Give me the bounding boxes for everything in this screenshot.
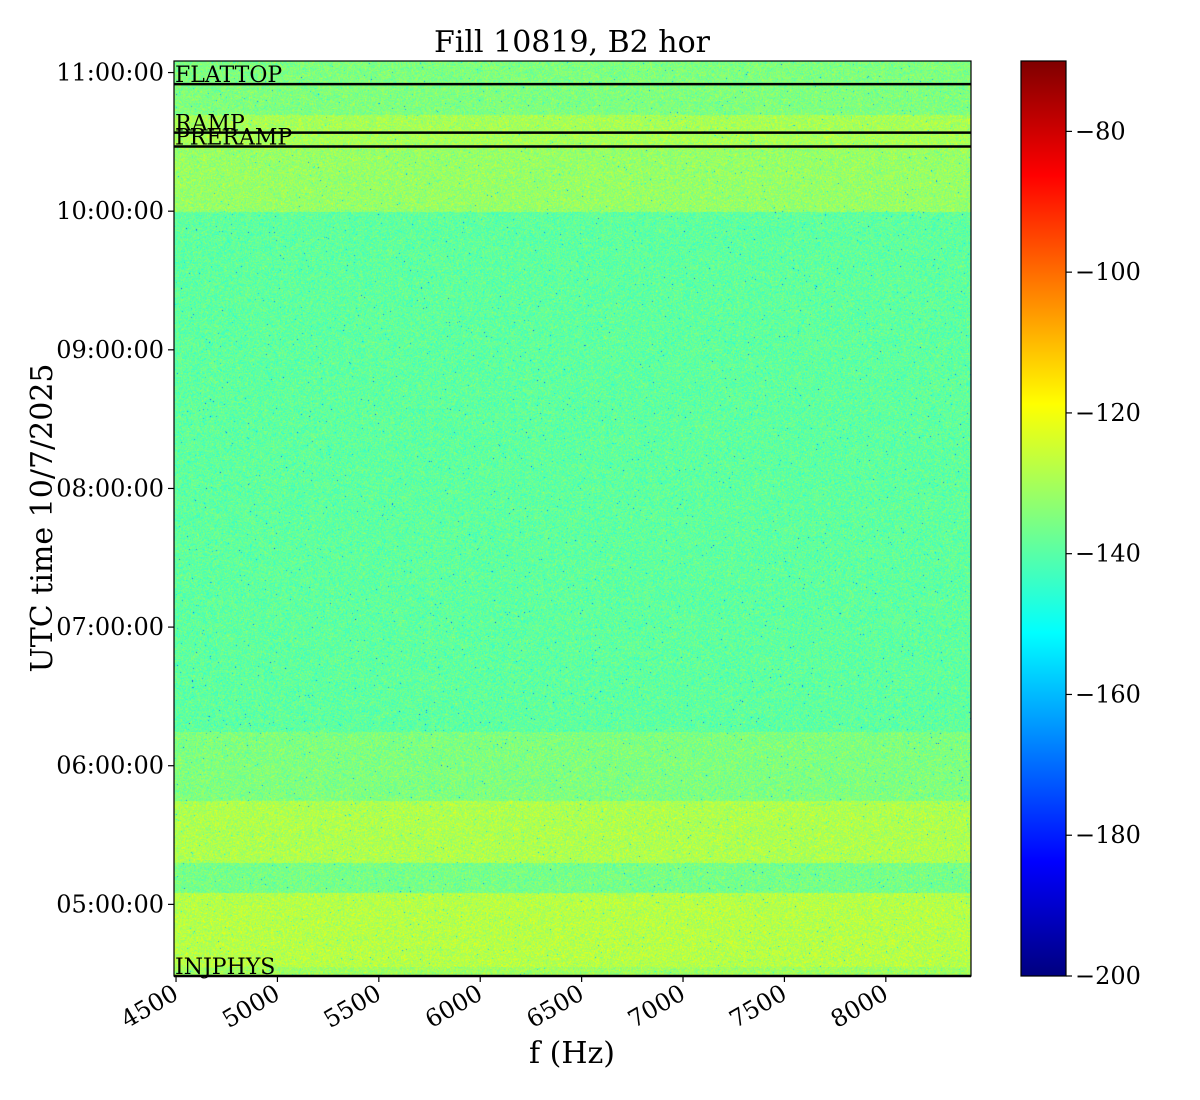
y-tick-label: 06:00:00 xyxy=(56,752,164,780)
x-axis: 4500 5000 5500 6000 6500 7000 7500 8000 xyxy=(116,976,893,1034)
colorbar-tick-label: −80 xyxy=(1075,117,1126,145)
colorbar-tick-label: −140 xyxy=(1075,540,1141,568)
x-tick-label: 7500 xyxy=(725,979,792,1034)
y-tick-label: 07:00:00 xyxy=(56,613,164,641)
colorbar-gradient xyxy=(1020,60,1067,977)
colorbar-tick-label: −180 xyxy=(1075,821,1141,849)
y-tick-label: 11:00:00 xyxy=(56,59,164,87)
x-tick-label: 4500 xyxy=(116,979,183,1034)
phase-marker-label: PRERAMP xyxy=(175,125,292,150)
y-tick-label: 05:00:00 xyxy=(56,890,164,918)
y-tick-label: 09:00:00 xyxy=(56,336,164,364)
phase-marker-label: FLATTOP xyxy=(175,63,282,88)
phase-marker-label: RAMP xyxy=(175,112,245,137)
colorbar-tick-label: −160 xyxy=(1075,680,1141,708)
colorbar-ticks: −80 −100 −120 −140 −160 −180 −200 xyxy=(1066,117,1141,990)
y-tick-label: 08:00:00 xyxy=(56,474,164,502)
x-tick-label: 5000 xyxy=(218,979,285,1034)
heatmap-canvas xyxy=(174,61,971,976)
colorbar: −80 −100 −120 −140 −160 −180 −200 xyxy=(1020,60,1141,990)
x-axis-label: f (Hz) xyxy=(529,1036,615,1071)
x-tick-label: 5500 xyxy=(319,979,386,1034)
colorbar-tick-label: −120 xyxy=(1075,399,1141,427)
plot-frame xyxy=(173,60,972,977)
colorbar-tick-label: −100 xyxy=(1075,258,1141,286)
x-tick-label: 7000 xyxy=(623,979,690,1034)
chart-title: Fill 10819, B2 hor xyxy=(434,25,711,60)
x-tick-label: 6000 xyxy=(420,979,487,1034)
y-tick-label: 10:00:00 xyxy=(56,197,164,225)
y-axis: 05:00:00 06:00:00 07:00:00 08:00:00 09:00:00… xyxy=(56,59,174,918)
colorbar-tick-label: −200 xyxy=(1075,962,1141,990)
x-tick-label: 8000 xyxy=(826,979,893,1034)
y-axis-label: UTC time 10/7/2025 xyxy=(25,364,60,673)
x-tick-label: 6500 xyxy=(522,979,589,1034)
